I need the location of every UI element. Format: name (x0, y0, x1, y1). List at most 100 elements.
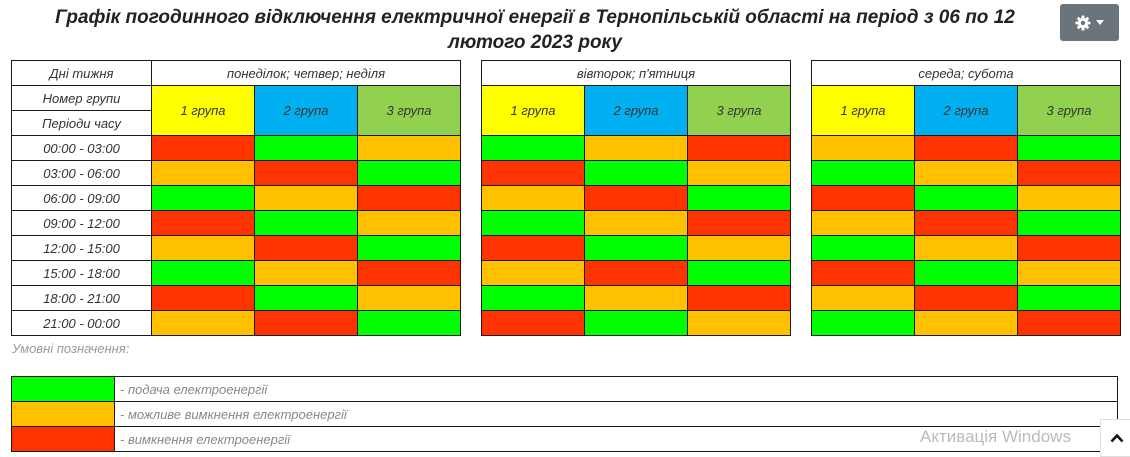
column-gap (790, 60, 812, 86)
settings-dropdown-button[interactable] (1060, 4, 1119, 41)
column-gap (790, 235, 812, 261)
group-header: 2 група (584, 85, 688, 136)
schedule-cell (1017, 285, 1121, 311)
legend-caption: Умовні позначення: (12, 341, 130, 356)
schedule-cell (811, 235, 915, 261)
schedule-cell (687, 285, 791, 311)
scroll-to-top-button[interactable] (1100, 419, 1130, 457)
column-gap (460, 285, 482, 311)
schedule-cell (357, 285, 461, 311)
schedule-cell (254, 285, 358, 311)
schedule-cell (584, 185, 688, 211)
schedule-cell (811, 160, 915, 186)
group-header: 2 група (254, 85, 358, 136)
schedule-cell (811, 310, 915, 336)
schedule-cell (914, 135, 1018, 161)
periods-label: Періоди часу (11, 110, 152, 136)
group-header: 3 група (357, 85, 461, 136)
schedule-cell (584, 235, 688, 261)
period-row: 18:00 - 21:00 (11, 285, 1121, 311)
page-title: Графік погодинного відключення електричн… (30, 5, 1040, 55)
schedule-cell (151, 235, 255, 261)
chevron-up-icon (1110, 433, 1124, 443)
outage-schedule-table: Дні тижня понеділок; четвер; неділя вівтор… (11, 60, 1121, 336)
column-gap (460, 310, 482, 336)
period-label: 00:00 - 03:00 (11, 135, 152, 161)
column-gap (790, 285, 812, 311)
schedule-cell (811, 285, 915, 311)
period-label: 09:00 - 12:00 (11, 210, 152, 236)
period-row: 21:00 - 00:00 (11, 310, 1121, 336)
group-header: 1 група (151, 85, 255, 136)
column-gap (460, 60, 482, 86)
title-period: з 06 по 12 лютого 2023 року (448, 7, 1015, 53)
period-label: 06:00 - 09:00 (11, 185, 152, 211)
schedule-cell (914, 260, 1018, 286)
schedule-cell (687, 135, 791, 161)
schedule-cell (151, 160, 255, 186)
schedule-cell (254, 210, 358, 236)
schedule-cell (811, 210, 915, 236)
period-label: 12:00 - 15:00 (11, 235, 152, 261)
schedule-cell (687, 160, 791, 186)
schedule-cell (1017, 235, 1121, 261)
column-gap (790, 260, 812, 286)
legend-row: - подача електроенергії (11, 376, 1118, 402)
schedule-cell (687, 235, 791, 261)
schedule-cell (1017, 310, 1121, 336)
schedule-cell (357, 235, 461, 261)
period-label: 15:00 - 18:00 (11, 260, 152, 286)
period-row: 15:00 - 18:00 (11, 260, 1121, 286)
schedule-cell (1017, 260, 1121, 286)
schedule-cell (481, 260, 585, 286)
group-number-label: Номер групи (11, 85, 152, 111)
schedule-cell (914, 235, 1018, 261)
schedule-cell (481, 135, 585, 161)
period-label: 21:00 - 00:00 (11, 310, 152, 336)
group-header: 2 група (914, 85, 1018, 136)
schedule-cell (584, 310, 688, 336)
group-header: 1 група (481, 85, 585, 136)
schedule-cell (357, 135, 461, 161)
column-gap (790, 160, 812, 186)
schedule-cell (1017, 210, 1121, 236)
column-gap (460, 85, 482, 136)
legend-table: - подача електроенергії - можливе вимкнен… (11, 376, 1118, 452)
schedule-cell (254, 185, 358, 211)
schedule-cell (584, 210, 688, 236)
column-gap (790, 135, 812, 161)
schedule-cell (687, 210, 791, 236)
schedule-cell (151, 260, 255, 286)
legend-swatch (11, 401, 115, 427)
schedule-cell (151, 135, 255, 161)
schedule-cell (584, 135, 688, 161)
schedule-cell (481, 210, 585, 236)
legend-text: - подача електроенергії (114, 376, 1118, 402)
schedule-cell (687, 260, 791, 286)
column-gap (460, 160, 482, 186)
schedule-cell (914, 210, 1018, 236)
column-gap (790, 210, 812, 236)
schedule-cell (357, 260, 461, 286)
schedule-cell (687, 185, 791, 211)
days-header-row: Дні тижня понеділок; четвер; неділя вівтор… (11, 60, 1121, 86)
schedule-cell (254, 310, 358, 336)
schedule-cell (254, 135, 358, 161)
schedule-cell (357, 185, 461, 211)
day-group-header: вівторок; п'ятниця (481, 60, 791, 86)
column-gap (790, 85, 812, 136)
legend-row: - вимкнення електроенергії (11, 426, 1118, 452)
column-gap (460, 185, 482, 211)
gear-icon (1075, 15, 1091, 30)
schedule-cell (151, 285, 255, 311)
schedule-cell (584, 260, 688, 286)
schedule-cell (481, 160, 585, 186)
schedule-cell (687, 310, 791, 336)
column-gap (790, 310, 812, 336)
schedule-cell (914, 285, 1018, 311)
column-gap (460, 210, 482, 236)
schedule-cell (151, 310, 255, 336)
schedule-cell (914, 185, 1018, 211)
column-gap (790, 185, 812, 211)
column-gap (460, 260, 482, 286)
